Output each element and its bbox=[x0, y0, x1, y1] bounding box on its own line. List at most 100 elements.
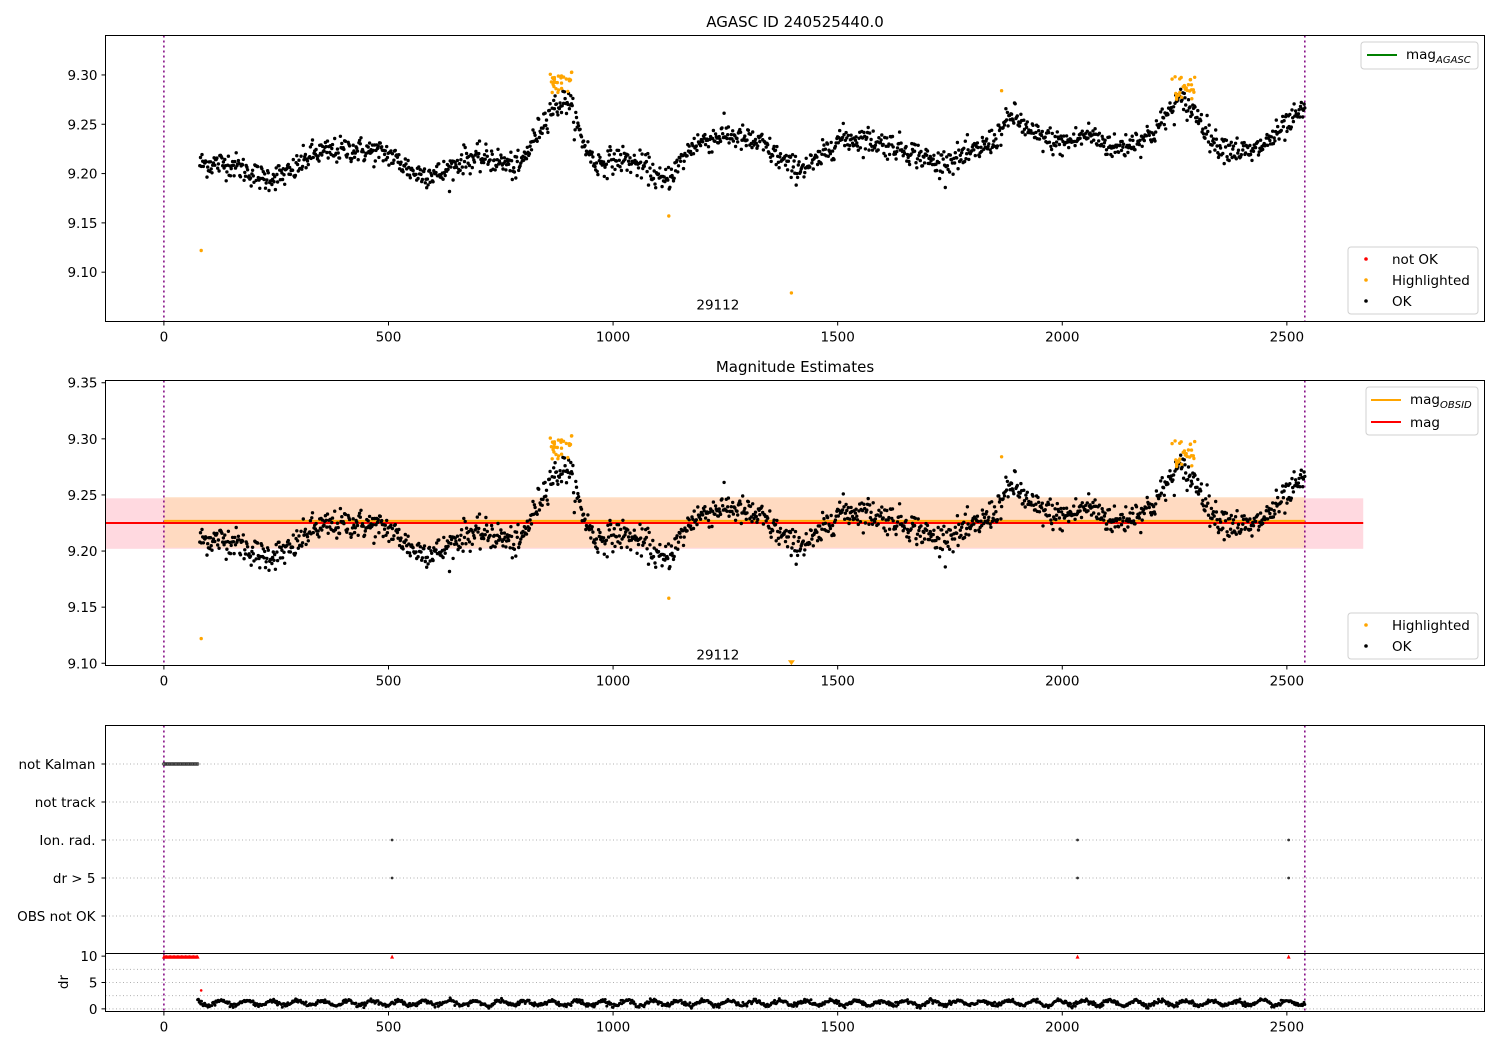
highlighted-point bbox=[199, 636, 203, 641]
ok-point bbox=[260, 167, 264, 171]
ok-point bbox=[861, 155, 865, 160]
ok-point bbox=[1154, 502, 1158, 506]
ok-point bbox=[1214, 137, 1219, 141]
ok-point bbox=[841, 121, 845, 126]
ok-point bbox=[802, 175, 806, 179]
ok-point bbox=[1131, 511, 1135, 515]
ok-point bbox=[869, 137, 873, 142]
ok-point bbox=[1193, 473, 1197, 477]
ok-point bbox=[696, 133, 700, 137]
ok-point bbox=[832, 157, 836, 162]
ok-point bbox=[608, 145, 612, 149]
ok-point bbox=[422, 547, 426, 551]
ok-point bbox=[735, 136, 739, 141]
highlighted-point bbox=[559, 86, 564, 91]
ok-point bbox=[478, 170, 482, 174]
dr-point bbox=[569, 1004, 573, 1007]
ok-point bbox=[225, 170, 229, 174]
ok-point bbox=[425, 186, 429, 190]
ok-point bbox=[867, 522, 871, 526]
ok-point bbox=[216, 162, 221, 166]
ok-point bbox=[741, 494, 745, 498]
magnitude-estimates-panel: Magnitude Estimates 29112 0 500 1000 1500 20… bbox=[67, 358, 1485, 690]
ok-point bbox=[916, 517, 920, 521]
ok-point bbox=[485, 154, 489, 158]
ok-point bbox=[446, 167, 450, 172]
dr-point bbox=[1073, 1004, 1077, 1008]
ok-point bbox=[1276, 124, 1280, 129]
ok-point bbox=[249, 184, 253, 188]
ok-point bbox=[389, 149, 393, 153]
ok-point bbox=[726, 496, 731, 500]
ok-point bbox=[940, 528, 944, 532]
ok-point bbox=[847, 521, 851, 526]
ok-point bbox=[664, 544, 668, 549]
ok-point bbox=[717, 134, 721, 139]
ok-point bbox=[1272, 136, 1276, 140]
ok-point bbox=[1055, 130, 1060, 134]
ok-point bbox=[345, 155, 349, 159]
ok-point bbox=[1049, 518, 1053, 522]
ok-point bbox=[904, 144, 908, 149]
ok-point bbox=[626, 528, 630, 532]
estimates-axes: 0 500 1000 1500 2000 25009.109.159.209.259.30… bbox=[67, 376, 1304, 690]
ok-point bbox=[994, 510, 998, 514]
ok-point bbox=[738, 127, 742, 132]
highlighted-point bbox=[1189, 448, 1194, 452]
ok-point bbox=[1186, 465, 1191, 469]
ok-point bbox=[1183, 463, 1187, 467]
y-tick-label: 9.35 bbox=[67, 376, 97, 392]
dr-point bbox=[659, 1001, 663, 1005]
ok-point bbox=[629, 170, 633, 175]
ok-point bbox=[303, 530, 307, 534]
ok-point bbox=[357, 511, 362, 515]
ok-point bbox=[692, 509, 696, 513]
ok-point bbox=[614, 535, 619, 539]
ok-point bbox=[416, 176, 420, 181]
ok-point bbox=[397, 543, 402, 548]
ok-point bbox=[471, 530, 475, 535]
ok-point bbox=[216, 543, 220, 547]
ok-point bbox=[355, 149, 360, 153]
ok-point bbox=[442, 159, 446, 164]
ok-point bbox=[820, 152, 824, 156]
ok-point bbox=[518, 164, 522, 168]
ok-point bbox=[619, 152, 623, 157]
ok-point bbox=[1031, 494, 1035, 498]
ok-point bbox=[1266, 517, 1270, 521]
ok-point bbox=[1159, 110, 1163, 114]
legend-mag-lines: magOBSID mag bbox=[1365, 386, 1479, 436]
ok-point bbox=[658, 166, 662, 170]
ok-point bbox=[572, 138, 576, 142]
ok-point bbox=[408, 554, 412, 558]
ok-point bbox=[308, 145, 313, 149]
ok-point bbox=[1097, 131, 1102, 135]
ok-point bbox=[731, 512, 736, 516]
ok-point bbox=[671, 179, 676, 183]
ok-point bbox=[1092, 511, 1096, 515]
ok-point bbox=[205, 175, 209, 179]
ok-point bbox=[795, 549, 799, 553]
ok-point bbox=[936, 525, 940, 530]
ok-point bbox=[828, 524, 832, 528]
x-tick-label: 2000 bbox=[1045, 330, 1079, 346]
flag-row-label: not Kalman bbox=[18, 757, 95, 773]
ok-point bbox=[1276, 495, 1280, 500]
ok-point bbox=[295, 529, 299, 533]
ok-point bbox=[843, 143, 847, 148]
ok-point bbox=[626, 535, 631, 539]
ok-point bbox=[395, 530, 400, 535]
ok-point bbox=[946, 544, 950, 549]
ok-point bbox=[543, 111, 547, 115]
ok-point bbox=[744, 143, 748, 148]
ok-point bbox=[426, 562, 430, 566]
ok-point bbox=[1124, 505, 1128, 509]
ok-point bbox=[966, 522, 970, 526]
ok-point bbox=[608, 518, 612, 523]
ok-point bbox=[351, 517, 355, 521]
ok-point bbox=[1271, 141, 1276, 146]
ok-point bbox=[1059, 506, 1063, 511]
ok-point bbox=[830, 149, 835, 153]
ok-point bbox=[579, 507, 584, 511]
